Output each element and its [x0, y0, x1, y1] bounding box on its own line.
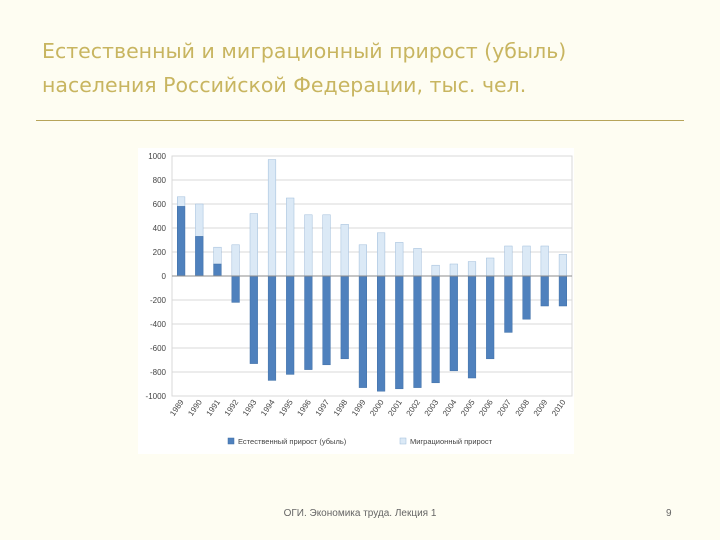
- natural-growth-bar: [377, 275, 386, 392]
- x-tick-label: 2003: [423, 398, 441, 418]
- x-tick-label: 1992: [223, 398, 241, 418]
- migration-growth-bar: [322, 214, 331, 277]
- natural-growth-bar: [177, 206, 186, 277]
- page-number: 9: [666, 508, 672, 519]
- x-tick-label: 2000: [368, 398, 386, 418]
- migration-growth-bar: [358, 244, 367, 277]
- natural-growth-bar: [267, 275, 277, 381]
- x-tick-label: 2008: [514, 398, 532, 418]
- x-tick-label: 1999: [350, 398, 368, 418]
- natural-growth-bar: [286, 275, 295, 375]
- y-tick-label: -1000: [146, 392, 167, 401]
- x-tick-label: 1991: [205, 398, 223, 418]
- x-tick-label: 2009: [532, 398, 550, 418]
- y-tick-label: 600: [153, 200, 167, 209]
- x-tick-label: 1995: [277, 398, 295, 418]
- x-tick-label: 2006: [477, 398, 495, 418]
- natural-growth-bar: [304, 275, 313, 370]
- natural-growth-bar: [486, 275, 495, 360]
- slide-title: Естественный и миграционный прирост (убы…: [42, 34, 702, 102]
- natural-growth-bar: [195, 236, 204, 277]
- natural-growth-bar: [558, 275, 567, 307]
- x-tick-label: 1998: [332, 398, 350, 418]
- migration-growth-bar: [522, 245, 531, 277]
- legend-swatch: [227, 437, 235, 445]
- migration-growth-bar: [486, 257, 495, 277]
- migration-growth-bar: [231, 244, 240, 277]
- migration-growth-bar: [267, 159, 277, 277]
- x-tick-label: 1994: [259, 398, 277, 418]
- natural-growth-bar: [522, 275, 531, 320]
- legend-label: Миграционный прирост: [410, 437, 493, 446]
- y-tick-label: 400: [153, 224, 167, 233]
- natural-growth-bar: [358, 275, 367, 388]
- x-tick-label: 1997: [314, 398, 332, 418]
- migration-growth-bar: [504, 245, 513, 277]
- natural-growth-bar: [413, 275, 422, 388]
- migration-growth-bar: [377, 232, 386, 277]
- x-tick-label: 1990: [186, 398, 204, 418]
- migration-growth-bar: [449, 263, 458, 277]
- y-tick-label: 1000: [148, 152, 166, 161]
- slide-title-line1: Естественный и миграционный прирост (убы…: [42, 39, 567, 63]
- y-tick-label: 0: [162, 272, 167, 281]
- migration-growth-bar: [286, 197, 295, 277]
- x-tick-label: 2002: [405, 398, 423, 418]
- natural-growth-bar: [540, 275, 549, 307]
- x-tick-label: 2001: [386, 398, 404, 418]
- y-tick-label: -200: [150, 296, 167, 305]
- x-tick-label: 1989: [168, 398, 186, 418]
- legend-swatch: [399, 437, 407, 445]
- title-divider: [36, 120, 684, 121]
- migration-growth-bar: [413, 248, 422, 277]
- x-tick-label: 2005: [459, 398, 477, 418]
- natural-growth-bar: [467, 275, 477, 379]
- natural-growth-bar: [431, 275, 440, 384]
- legend-label: Естественный прирост (убыль): [238, 437, 347, 446]
- migration-growth-bar: [249, 213, 258, 277]
- y-tick-label: 800: [153, 176, 167, 185]
- natural-growth-bar: [213, 263, 222, 277]
- y-tick-label: -600: [150, 344, 167, 353]
- migration-growth-bar: [340, 224, 349, 277]
- chart-legend: Естественный прирост (убыль) Миграционный…: [227, 437, 493, 446]
- y-tick-label: -800: [150, 368, 167, 377]
- x-tick-label: 2007: [495, 398, 513, 418]
- natural-growth-bar: [231, 275, 240, 303]
- y-tick-label: 200: [153, 248, 167, 257]
- chart-svg: 10008006004002000-200-400-600-800-100019…: [146, 152, 573, 446]
- migration-growth-bar: [395, 242, 404, 277]
- natural-growth-bar: [249, 275, 258, 364]
- migration-growth-bar: [431, 264, 440, 277]
- natural-growth-bar: [449, 275, 458, 372]
- slide-footer: ОГИ. Экономика труда. Лекция 1: [283, 508, 437, 519]
- population-growth-chart: 1000 800 600 400 200 0 -200 -400 -600 -800 -1000 19…: [138, 148, 574, 454]
- natural-growth-bar: [504, 275, 513, 333]
- slide-title-line2: населения Российской Федерации, тыс. чел…: [42, 73, 527, 97]
- natural-growth-bar: [395, 275, 404, 390]
- x-tick-label: 1996: [295, 398, 313, 418]
- x-tick-label: 1993: [241, 398, 259, 418]
- y-tick-label: -400: [150, 320, 167, 329]
- x-tick-label: 2004: [441, 398, 459, 418]
- natural-growth-bar: [340, 275, 349, 360]
- natural-growth-bar: [322, 275, 331, 366]
- migration-growth-bar: [540, 245, 549, 277]
- migration-growth-bar: [558, 254, 567, 277]
- migration-growth-bar: [304, 214, 313, 277]
- migration-growth-bar: [467, 261, 477, 277]
- x-tick-label: 2010: [550, 398, 568, 418]
